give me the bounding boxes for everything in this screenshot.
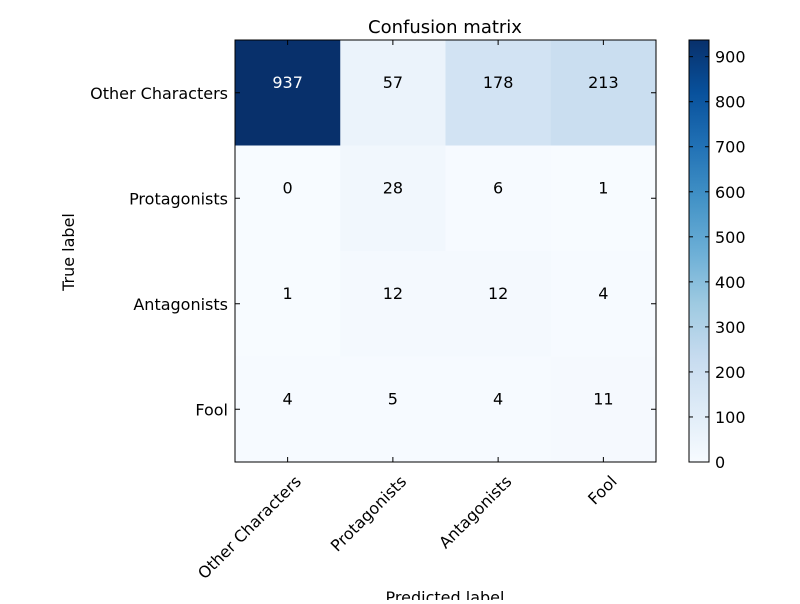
x-tick-label: Fool [584, 472, 621, 509]
colorbar-tick-label: 200 [715, 363, 746, 382]
cell-value-label: 937 [272, 73, 303, 92]
cell-value-label: 4 [283, 389, 293, 408]
heatmap-cell [445, 356, 552, 463]
heatmap-cell [340, 40, 446, 146]
heatmap-cell [235, 356, 341, 463]
x-tick-label: Other Characters [194, 472, 305, 583]
cell-value-label: 5 [388, 389, 398, 408]
heatmap-cell [550, 356, 657, 463]
colorbar-tick-label: 500 [715, 228, 746, 247]
colorbar-tick-label: 400 [715, 273, 746, 292]
colorbar-tick-label: 600 [715, 183, 746, 202]
y-tick-label: Protagonists [129, 189, 228, 208]
y-axis-ticks: Other Characters Protagonists Antagonists F… [90, 84, 656, 419]
cell-value-label: 6 [493, 178, 503, 197]
plot-frame [234, 39, 657, 463]
cell-value-label: 12 [383, 284, 403, 303]
y-tick-label: Antagonists [133, 295, 228, 314]
heatmap-cell [235, 145, 341, 252]
heatmap-cell [550, 40, 657, 146]
heatmap-cell [235, 40, 341, 146]
heatmap-cell [550, 145, 657, 252]
heatmap-cell [340, 356, 446, 463]
chart-title: Confusion matrix [368, 17, 522, 38]
cell-value-label: 0 [283, 178, 293, 197]
colorbar: 0 100 200 300 400 500 600 700 800 900 [688, 39, 746, 472]
cell-value-label: 178 [483, 73, 514, 92]
colorbar-tick-label: 300 [715, 318, 746, 337]
cell-value-label: 1 [283, 284, 293, 303]
colorbar-tick-label: 900 [715, 48, 746, 67]
x-tick-label: Protagonists [327, 472, 410, 555]
x-tick-label: Antagonists [435, 472, 515, 552]
colorbar-tick-label: 0 [715, 453, 725, 472]
cell-value-label: 57 [383, 73, 403, 92]
colorbar-gradient [688, 39, 710, 463]
heatmap-cell [550, 251, 657, 357]
heatmap-cell [445, 40, 552, 146]
cell-value-label: 1 [598, 178, 608, 197]
colorbar-tick-label: 100 [715, 408, 746, 427]
cell-value-label: 213 [588, 73, 619, 92]
y-axis-label: True label [59, 213, 78, 292]
x-axis-label: Predicted label [386, 588, 505, 600]
colorbar-tick-label: 800 [715, 93, 746, 112]
cell-value-label: 28 [383, 178, 403, 197]
heatmap-cells [235, 40, 657, 463]
cell-value-label: 12 [488, 284, 508, 303]
cell-value-label: 4 [598, 284, 608, 303]
heatmap-cell [445, 145, 552, 252]
plot-border [234, 39, 657, 463]
heatmap-cell [340, 145, 446, 252]
heatmap-cell [235, 251, 341, 357]
heatmap-cell [445, 251, 552, 357]
y-tick-label: Fool [195, 400, 228, 419]
cell-value-label: 4 [493, 389, 503, 408]
y-tick-label: Other Characters [90, 84, 228, 103]
colorbar-tick-label: 700 [715, 138, 746, 157]
cell-value-label: 11 [593, 389, 613, 408]
heatmap-cell [340, 251, 446, 357]
